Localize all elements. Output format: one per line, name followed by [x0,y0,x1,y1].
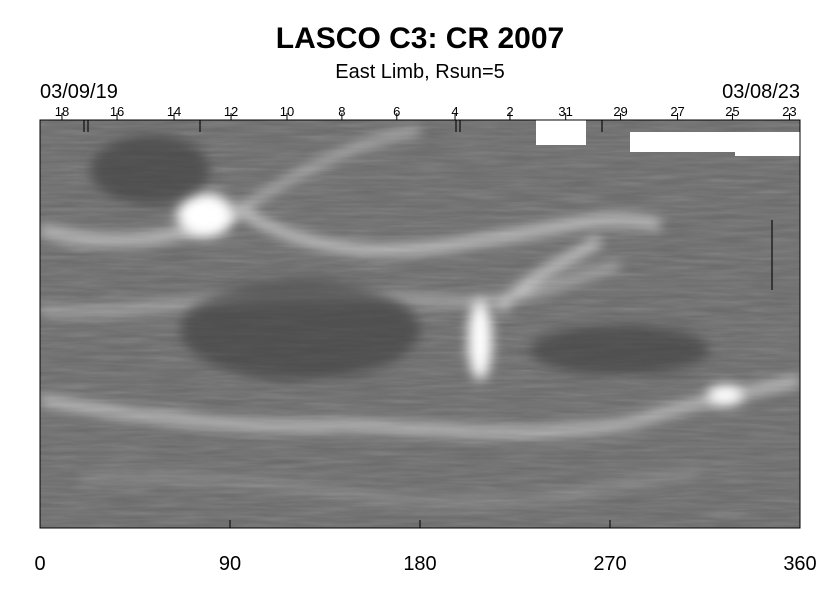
top-tick-label: 25 [725,104,739,119]
x-tick-label: 270 [593,553,626,575]
top-tick-label: 6 [393,104,400,119]
chart-title: LASCO C3: CR 2007 [276,22,564,55]
top-tick-label: 31 [558,104,572,119]
top-tick-label: 14 [167,104,181,119]
dark-regions [90,135,710,380]
top-tick-label: 10 [280,104,294,119]
streamer-bands [40,127,800,506]
start-date: 03/09/19 [40,81,118,103]
top-tick-label: 18 [55,104,69,119]
x-tick-label: 180 [403,553,436,575]
bad-columns [83,120,773,290]
top-tick-label: 8 [338,104,345,119]
top-tick-label: 12 [224,104,238,119]
top-tick-label: 29 [613,104,627,119]
top-tick-label: 27 [670,104,684,119]
top-tick-label: 2 [506,104,513,119]
top-tick-label: 23 [782,104,796,119]
chart-subtitle: East Limb, Rsun=5 [335,61,505,83]
data-gaps [536,120,800,156]
synoptic-image [40,120,800,528]
bright-features [177,193,743,405]
x-tick-label: 90 [219,553,241,575]
x-tick-label: 360 [783,553,816,575]
x-tick-label: 0 [34,553,45,575]
end-date: 03/08/23 [722,81,800,103]
axes: 0 90 180 270 360 18 16 14 12 10 8 6 4 2 31 29 27 25 23 [34,104,816,575]
top-tick-label: 4 [451,104,458,119]
top-tick-label: 16 [110,104,124,119]
